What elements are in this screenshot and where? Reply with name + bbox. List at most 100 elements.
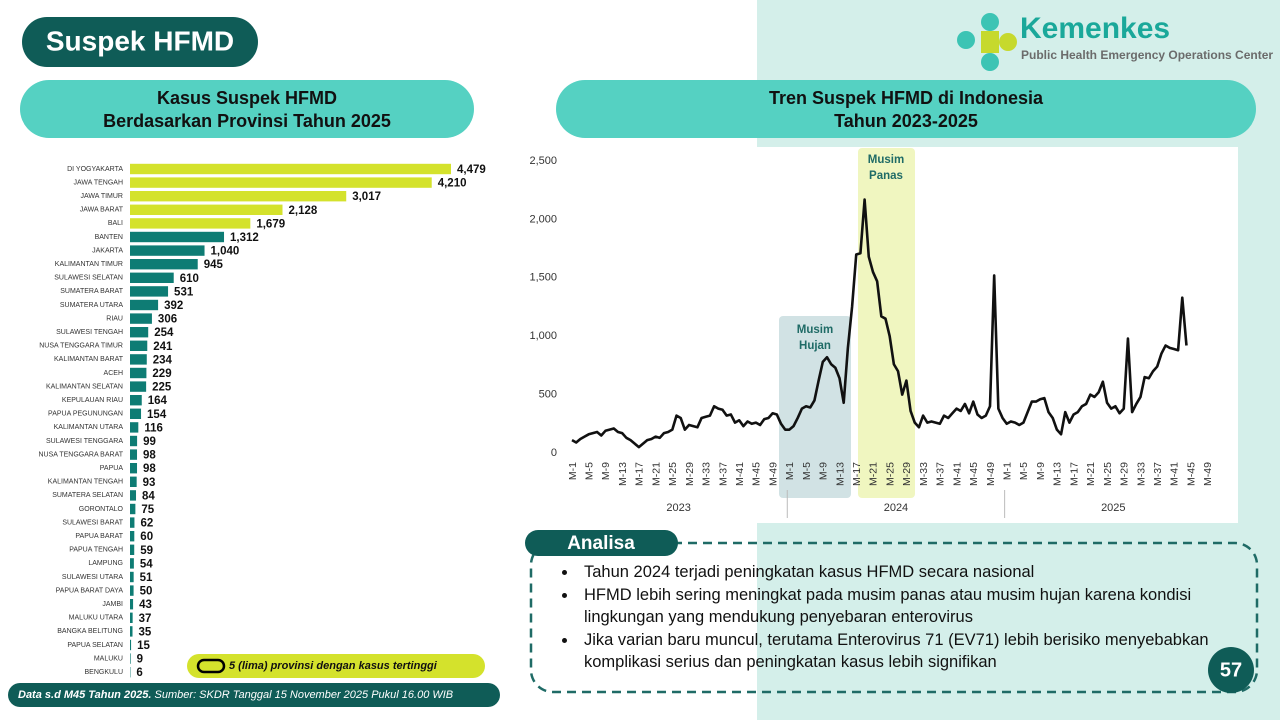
x-tick-label: M-45 [968,462,980,486]
value-label: 1,679 [256,218,285,230]
page-number-circle [1208,647,1254,693]
bar [130,626,133,637]
x-tick-label: M-33 [701,462,713,486]
x-tick-label: M-13 [834,462,846,486]
value-label: 2,128 [289,205,318,217]
x-tick-label: M-13 [1052,462,1064,486]
x-tick-label: M-41 [951,462,963,486]
bar [130,177,432,188]
bar [130,286,169,297]
bar [130,163,451,175]
analysis-bullet: Jika varian baru muncul, terutama Entero… [578,629,1228,674]
category-label: SULAWESI BARAT [62,519,123,526]
x-tick-label: M-49 [767,462,779,486]
x-tick-label: M-33 [918,462,930,486]
category-label: SUMATERA UTARA [60,302,123,309]
category-label: SULAWESI TENGGARA [46,438,123,445]
value-label: 37 [139,613,152,625]
logo-name: Kemenkes [1020,12,1170,45]
x-tick-label: M-25 [1102,462,1114,486]
x-tick-label: M-21 [1085,462,1097,486]
bar [130,449,138,460]
x-tick-label: M-37 [1152,462,1164,486]
value-label: 84 [142,490,155,502]
x-tick-label: M-17 [851,462,863,486]
bar [130,599,134,610]
value-label: 116 [144,422,163,434]
category-label: RIAU [106,315,123,322]
bar [130,218,251,229]
analysis-title: Analisa [567,533,635,554]
x-tick-label: M-33 [1135,462,1147,486]
category-label: KALIMANTAN TIMUR [55,261,123,268]
title-pill [22,17,258,67]
value-label: 531 [174,286,194,298]
value-label: 306 [158,314,177,326]
bar [130,503,136,515]
bar [130,381,147,392]
y-tick-label: 0 [551,447,557,459]
x-tick-label: M-9 [600,462,612,480]
category-label: KEPULAUAN RIAU [62,397,123,404]
y-tick-label: 1,000 [529,330,557,342]
y-tick-label: 2,500 [529,155,557,167]
value-label: 1,312 [230,232,259,244]
x-tick-label: M-29 [684,462,696,486]
bar [130,272,174,283]
analysis-bullet: HFMD lebih sering meningkat pada musim p… [578,584,1228,629]
category-label: PAPUA SELATAN [67,642,123,649]
bar [130,327,149,338]
category-label: KALIMANTAN BARAT [54,356,124,363]
category-label: JAKARTA [92,247,123,254]
chart-title: Kasus Suspek HFMD [157,88,337,108]
bar [130,544,135,555]
x-tick-label: M-41 [734,462,746,486]
category-label: PAPUA [100,465,124,472]
footer: Data s.d M45 Tahun 2025. Sumber: SKDR Ta… [18,689,453,701]
category-label: LAMPUNG [88,560,123,567]
analysis-box [529,541,1259,694]
trend-line [571,198,1188,449]
category-label: SULAWESI UTARA [62,574,123,581]
analysis-bullet: Tahun 2024 terjadi peningkatan kasus HFM… [578,561,1228,584]
value-label: 15 [137,640,150,652]
category-label: KALIMANTAN UTARA [54,424,124,431]
chart-title: Tahun 2023-2025 [834,111,978,131]
x-tick-label: M-41 [1169,462,1181,486]
category-label: NUSA TENGGARA BARAT [38,451,123,458]
bar [130,231,225,243]
season-label: Hujan [799,340,831,352]
season-label: Musim [797,324,833,336]
bar [130,422,139,433]
x-tick-label: M-17 [1068,462,1080,486]
value-label: 1,040 [211,246,240,258]
category-label: NUSA TENGGARA TIMUR [39,343,123,350]
bar [130,463,138,474]
category-label: PAPUA BARAT DAYA [56,587,124,594]
x-tick-label: M-9 [818,462,830,480]
category-label: SULAWESI TENGAH [56,329,123,336]
category-label: JAWA BARAT [80,207,124,214]
value-label: 945 [204,259,224,271]
logo-icon [957,13,1017,71]
value-label: 62 [140,518,153,530]
bar [130,653,131,664]
bar [130,517,135,528]
footer-source: Sumber: SKDR Tanggal 15 November 2025 Pu… [155,689,454,701]
bar [130,408,142,419]
category-label: GORONTALO [79,506,124,513]
x-tick-label: M-1 [567,462,579,480]
value-label: 254 [154,327,174,339]
value-label: 93 [143,477,156,489]
value-label: 610 [180,273,199,285]
x-tick-label: M-37 [935,462,947,486]
footer-bold: Data s.d M45 Tahun 2025. [18,689,151,701]
value-label: 50 [140,586,153,598]
bar [130,259,198,270]
page-number: 57 [1220,659,1242,681]
footer-pill [8,683,500,707]
bar [130,571,134,583]
category-label: BANTEN [95,234,123,241]
